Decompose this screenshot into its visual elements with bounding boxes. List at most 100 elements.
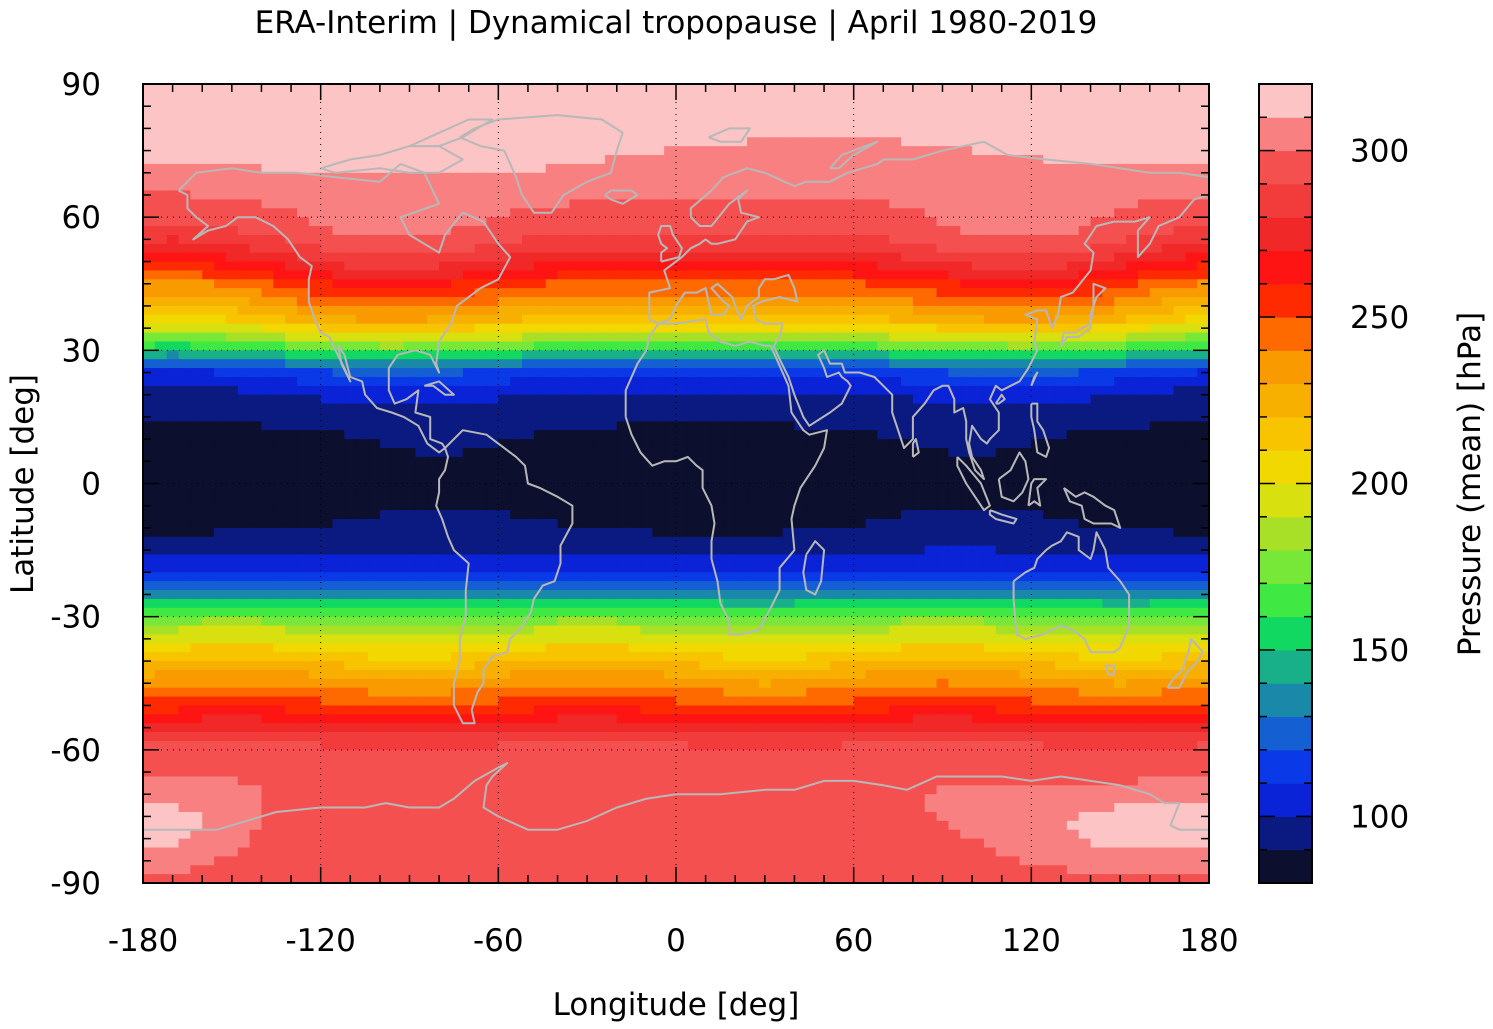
field-cell bbox=[1043, 456, 1056, 467]
field-cell bbox=[143, 519, 156, 529]
field-cell bbox=[747, 261, 760, 272]
field-cell bbox=[770, 412, 784, 422]
field-cell bbox=[1114, 119, 1127, 129]
field-cell bbox=[474, 190, 488, 201]
field-cell bbox=[604, 368, 618, 378]
field-cell bbox=[1149, 385, 1163, 396]
field-cell bbox=[794, 314, 807, 325]
field-cell bbox=[356, 519, 369, 529]
field-cell bbox=[1161, 314, 1175, 325]
field-cell bbox=[498, 110, 511, 121]
field-cell bbox=[1055, 217, 1068, 227]
field-cell bbox=[687, 447, 701, 458]
field-cell bbox=[1007, 385, 1021, 396]
field-cell bbox=[829, 527, 843, 538]
field-cell bbox=[332, 323, 345, 334]
field-cell bbox=[368, 572, 381, 582]
field-cell bbox=[747, 332, 760, 343]
field-cell bbox=[510, 403, 523, 414]
field-cell bbox=[841, 199, 855, 209]
field-cell bbox=[1031, 501, 1044, 511]
field-cell bbox=[912, 545, 926, 556]
field-cell bbox=[865, 519, 878, 529]
field-cell bbox=[972, 172, 985, 183]
field-cell bbox=[1173, 501, 1186, 511]
field-cell bbox=[972, 181, 985, 192]
field-cell bbox=[1173, 163, 1186, 174]
field-cell bbox=[510, 226, 523, 236]
field-cell bbox=[308, 323, 322, 334]
field-cell bbox=[143, 110, 156, 121]
field-cell bbox=[581, 243, 594, 254]
field-cell bbox=[936, 430, 950, 440]
field-cell bbox=[225, 376, 239, 387]
field-cell bbox=[806, 270, 819, 280]
field-cell bbox=[261, 226, 274, 236]
field-cell bbox=[1043, 376, 1056, 387]
field-cell bbox=[818, 261, 831, 272]
field-cell bbox=[486, 492, 499, 502]
field-cell bbox=[391, 483, 405, 493]
field-cell bbox=[1161, 181, 1175, 192]
field-cell bbox=[1066, 190, 1080, 201]
field-cell bbox=[533, 474, 547, 485]
field-cell bbox=[545, 465, 559, 476]
field-cell bbox=[1055, 510, 1068, 520]
field-cell bbox=[557, 297, 570, 307]
field-cell bbox=[652, 563, 665, 573]
field-cell bbox=[1197, 92, 1210, 103]
field-cell bbox=[1102, 323, 1115, 334]
field-cell bbox=[557, 554, 570, 564]
field-cell bbox=[178, 430, 191, 440]
field-cell bbox=[178, 456, 191, 467]
field-cell bbox=[1043, 421, 1056, 431]
field-cell bbox=[664, 128, 677, 138]
field-cell bbox=[403, 483, 417, 493]
field-cell bbox=[770, 137, 784, 147]
field-cell bbox=[948, 234, 961, 245]
field-cell bbox=[889, 519, 902, 529]
field-cell bbox=[901, 314, 914, 325]
field-cell bbox=[450, 279, 464, 289]
field-cell bbox=[308, 119, 322, 129]
field-cell bbox=[1102, 368, 1115, 378]
field-cell bbox=[166, 137, 180, 147]
field-cell bbox=[699, 501, 713, 511]
field-cell bbox=[249, 199, 263, 209]
field-cell bbox=[498, 84, 511, 94]
field-cell bbox=[652, 314, 665, 325]
field-cell bbox=[1173, 297, 1186, 307]
field-cell bbox=[593, 376, 606, 387]
field-cell bbox=[166, 510, 180, 520]
field-cell bbox=[841, 332, 855, 343]
field-cell bbox=[1161, 394, 1175, 405]
field-cell bbox=[664, 563, 677, 573]
field-cell bbox=[415, 110, 428, 121]
field-cell bbox=[415, 181, 428, 192]
field-cell bbox=[403, 288, 417, 298]
field-cell bbox=[261, 243, 274, 254]
field-cell bbox=[1055, 554, 1068, 564]
field-cell bbox=[664, 439, 677, 449]
field-cell bbox=[522, 137, 535, 147]
field-cell bbox=[261, 163, 274, 174]
field-cell bbox=[676, 146, 689, 156]
field-cell bbox=[1149, 465, 1163, 476]
field-cell bbox=[154, 101, 168, 112]
field-cell bbox=[747, 456, 760, 467]
field-cell bbox=[214, 270, 227, 280]
field-cell bbox=[391, 501, 405, 511]
field-cell bbox=[853, 483, 867, 493]
field-cell bbox=[960, 270, 973, 280]
field-cell bbox=[972, 128, 985, 138]
field-cell bbox=[1066, 403, 1080, 414]
field-cell bbox=[1007, 465, 1021, 476]
field-cell bbox=[877, 190, 890, 201]
field-cell bbox=[403, 314, 417, 325]
field-cell bbox=[640, 394, 653, 405]
field-cell bbox=[545, 190, 559, 201]
field-cell bbox=[285, 314, 298, 325]
field-cell bbox=[569, 217, 582, 227]
field-cell bbox=[214, 137, 227, 147]
field-cell bbox=[261, 447, 274, 458]
